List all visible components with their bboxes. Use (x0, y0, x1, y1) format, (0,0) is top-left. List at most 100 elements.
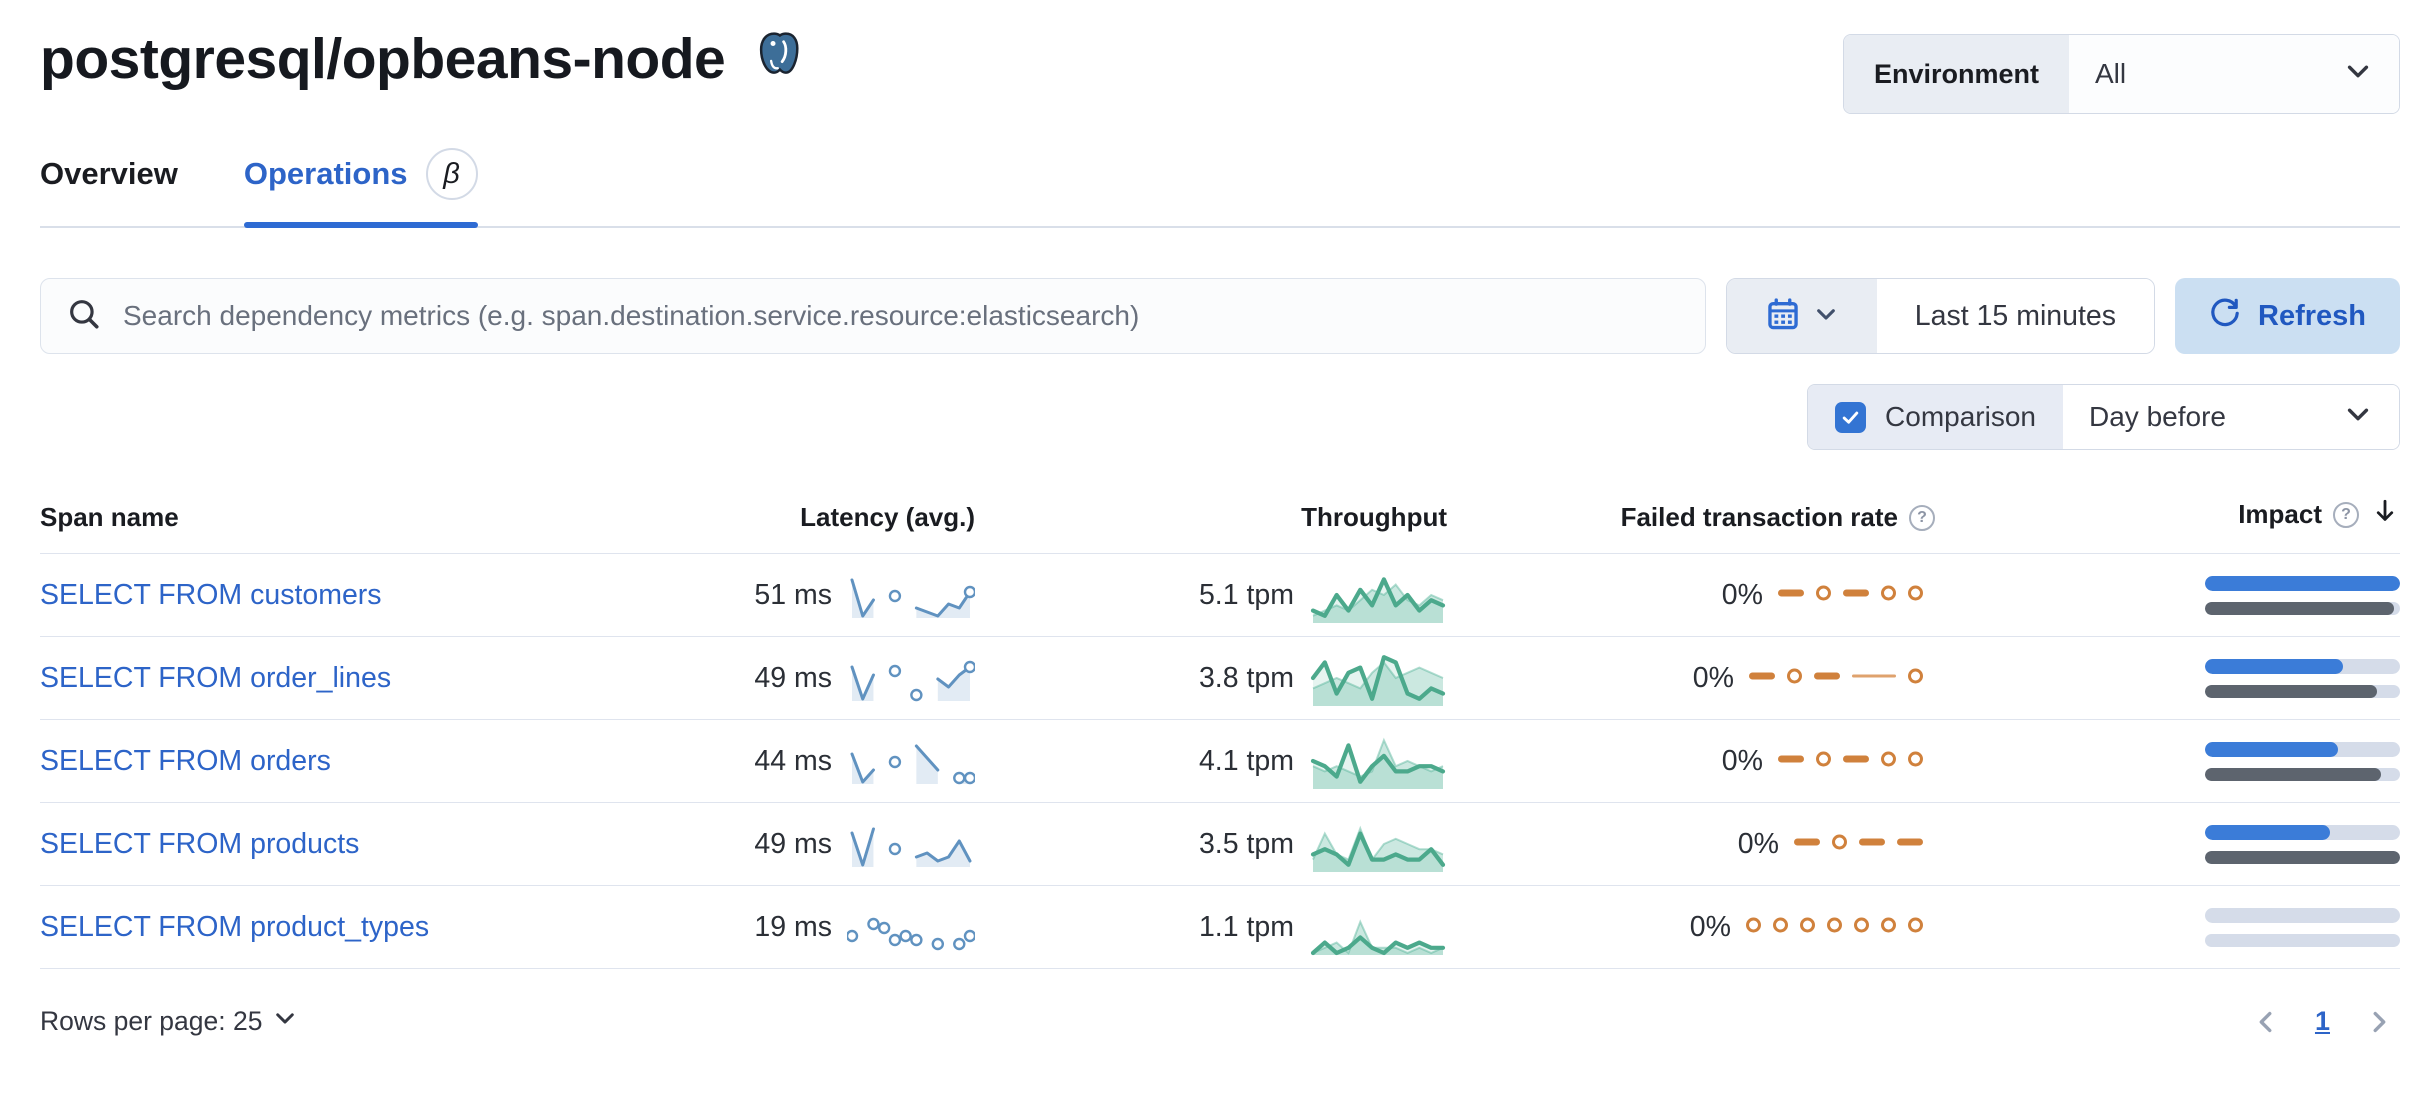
latency-sparkline (847, 813, 975, 876)
impact-previous-bar (2205, 684, 2377, 698)
tab-overview-label: Overview (40, 156, 178, 191)
beta-badge: β (425, 148, 478, 200)
failed-rate-sparkline (1778, 581, 1935, 610)
throughput-sparkline (1309, 809, 1447, 880)
sort-descending-icon (2370, 496, 2400, 533)
failed-rate-value: 0% (1721, 744, 1763, 777)
failed-rate-sparkline (1794, 830, 1935, 859)
tab-operations[interactable]: Operations β (243, 148, 478, 228)
column-header-throughput[interactable]: Throughput (975, 502, 1447, 533)
column-header-failed-rate[interactable]: Failed transaction rate ? (1447, 502, 1935, 533)
search-input[interactable] (121, 299, 1679, 333)
impact-current-bar (2205, 824, 2330, 840)
failed-rate-sparkline (1746, 913, 1935, 942)
span-name-link[interactable]: SELECT FROM customers (40, 578, 382, 611)
impact-bars (2205, 741, 2400, 781)
latency-value: 49 ms (754, 661, 832, 694)
comparison-row: Comparison Day before (40, 384, 2400, 450)
throughput-sparkline (1309, 726, 1447, 797)
span-name-header-label: Span name (40, 502, 179, 532)
impact-header-label: Impact (2238, 499, 2322, 529)
table-row: SELECT FROM orders 44 ms 4.1 tpm 0% (40, 720, 2400, 803)
tab-operations-label: Operations (243, 156, 408, 191)
controls-row: Last 15 minutes Refresh (40, 278, 2400, 354)
next-page-icon[interactable] (2364, 1007, 2394, 1037)
refresh-button-label: Refresh (2258, 299, 2366, 332)
page-number[interactable]: 1 (2314, 1006, 2330, 1036)
impact-previous-bar (2205, 850, 2400, 864)
comparison-selected-value: Day before (2089, 401, 2226, 432)
latency-sparkline (847, 564, 977, 627)
environment-select[interactable]: All (2069, 35, 2399, 113)
page-title-text: postgresql/opbeans-node (40, 27, 726, 91)
search-box (40, 278, 1706, 354)
latency-sparkline (845, 896, 977, 959)
tab-bar: Overview Operations β (40, 148, 2400, 228)
refresh-icon (2209, 296, 2241, 336)
help-icon[interactable]: ? (1909, 504, 1935, 531)
throughput-value: 1.1 tpm (1198, 910, 1294, 943)
calendar-icon (1765, 296, 1801, 337)
span-name-link[interactable]: SELECT FROM product_types (40, 910, 430, 943)
apm-dependency-page: postgresql/opbeans-node Environment All (40, 24, 2400, 1038)
throughput-value: 3.5 tpm (1198, 827, 1294, 860)
failed-rate-sparkline (1778, 747, 1935, 776)
table-row: SELECT FROM order_lines 49 ms 3.8 tpm 0% (40, 637, 2400, 720)
time-range-label: Last 15 minutes (1914, 299, 2116, 332)
failed-rate-value: 0% (1692, 661, 1734, 694)
impact-bars (2205, 658, 2400, 698)
failed-rate-header-label: Failed transaction rate (1620, 502, 1898, 532)
span-name-link[interactable]: SELECT FROM products (40, 827, 360, 860)
impact-current-bar (2205, 575, 2400, 591)
latency-sparkline (847, 647, 977, 710)
chevron-down-icon (2343, 399, 2373, 436)
impact-previous-bar (2205, 767, 2381, 781)
impact-bars (2205, 824, 2400, 864)
rows-per-page-label: Rows per page: 25 (40, 1006, 263, 1036)
latency-value: 44 ms (754, 744, 832, 777)
span-name-link[interactable]: SELECT FROM orders (40, 744, 331, 777)
table-footer: Rows per page: 25 1 (40, 1005, 2400, 1038)
throughput-sparkline (1309, 892, 1447, 963)
impact-current-bar (2205, 658, 2344, 674)
latency-header-label: Latency (avg.) (800, 502, 975, 532)
rows-per-page-button[interactable]: Rows per page: 25 (40, 1005, 298, 1038)
impact-previous-bar (2205, 601, 2395, 615)
page-title: postgresql/opbeans-node (40, 24, 801, 94)
table-row: SELECT FROM products 49 ms 3.5 tpm 0% (40, 803, 2400, 886)
pagination: 1 (2251, 1006, 2394, 1037)
environment-filter: Environment All (1842, 34, 2400, 114)
impact-bars (2205, 907, 2400, 947)
throughput-header-label: Throughput (1301, 502, 1447, 532)
throughput-value: 4.1 tpm (1198, 744, 1294, 777)
comparison-control: Comparison Day before (1807, 384, 2400, 450)
column-header-impact[interactable]: Impact ? (1935, 496, 2400, 533)
previous-page-icon[interactable] (2251, 1007, 2281, 1037)
throughput-sparkline (1309, 560, 1447, 631)
latency-sparkline (847, 730, 977, 793)
throughput-value: 5.1 tpm (1198, 578, 1294, 611)
span-name-link[interactable]: SELECT FROM order_lines (40, 661, 392, 694)
chevron-down-icon (2343, 56, 2373, 93)
help-icon[interactable]: ? (2333, 501, 2359, 528)
column-header-latency[interactable]: Latency (avg.) (575, 502, 975, 533)
comparison-toggle: Comparison (1808, 385, 2063, 449)
chevron-down-icon (1813, 301, 1839, 332)
failed-rate-sparkline (1749, 664, 1935, 693)
tab-overview[interactable]: Overview (40, 148, 178, 226)
operations-table: Span name Latency (avg.) Throughput Fail… (40, 496, 2400, 969)
postgresql-icon (753, 28, 801, 94)
search-icon (67, 297, 101, 336)
failed-rate-value: 0% (1689, 910, 1731, 943)
time-range-button[interactable]: Last 15 minutes (1876, 279, 2154, 353)
throughput-value: 3.8 tpm (1198, 661, 1294, 694)
comparison-select[interactable]: Day before (2063, 385, 2399, 449)
environment-selected-value: All (2095, 58, 2127, 89)
comparison-label: Comparison (1885, 401, 2036, 432)
environment-filter-label: Environment (1843, 35, 2069, 113)
chevron-down-icon (272, 1005, 298, 1038)
refresh-button[interactable]: Refresh (2175, 278, 2400, 354)
latency-value: 49 ms (754, 827, 832, 860)
comparison-checkbox[interactable] (1835, 401, 1867, 433)
date-picker-calendar-button[interactable] (1726, 279, 1877, 353)
